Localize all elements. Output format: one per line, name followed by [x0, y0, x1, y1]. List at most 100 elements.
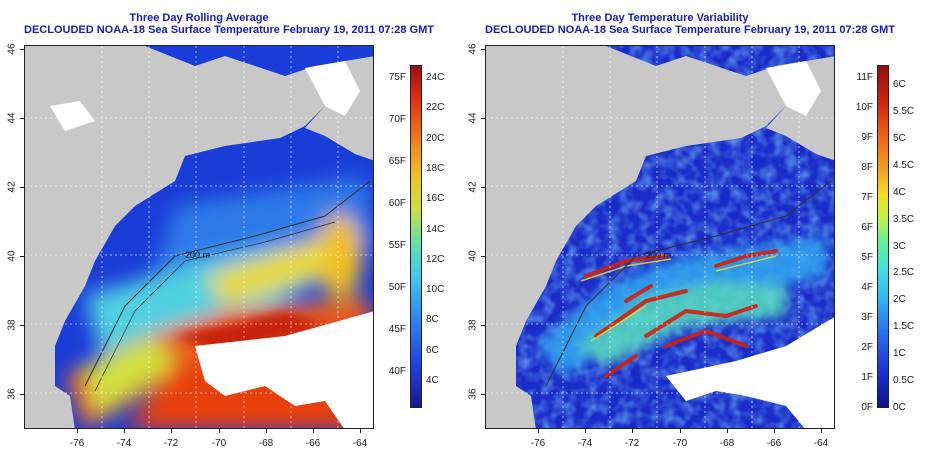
right-colorbar-f-label: 2F: [861, 342, 873, 353]
lat-tick-label: 36: [6, 388, 18, 400]
right-land-mainland: [486, 46, 786, 428]
tick-mark: [680, 429, 681, 433]
lon-tick-label: -72: [163, 438, 179, 449]
lon-tick-label: -70: [211, 438, 227, 449]
tick-mark: [821, 429, 822, 433]
left-colorbar-c-label: 8C: [426, 314, 439, 326]
left-colorbar-f-label: 70F: [388, 114, 406, 125]
lat-tick-label: 42: [467, 181, 479, 193]
tick-mark: [219, 429, 220, 433]
left-colorbar-c-label: 10C: [426, 284, 445, 296]
left-title-line2: DECLOUDED NOAA-18 Sea Surface Temperatur…: [24, 24, 435, 36]
right-colorbar-f-label: 5F: [861, 252, 873, 263]
tick-mark: [481, 325, 485, 326]
right-colorbar-c-label: 0.5C: [893, 375, 915, 387]
right-map-svg: 200 m: [486, 46, 834, 428]
lat-tick-label: 38: [467, 319, 479, 331]
right-colorbar-c-label: 5.5C: [893, 105, 915, 117]
right-colorbar-c-label: 2C: [893, 294, 906, 306]
left-cloud-patch: [195, 311, 373, 428]
tick-mark: [481, 118, 485, 119]
tick-mark: [481, 256, 485, 257]
tick-mark: [774, 429, 775, 433]
tick-mark: [727, 429, 728, 433]
lon-tick-label: -66: [766, 438, 782, 449]
lat-tick-label: 40: [6, 250, 18, 262]
left-colorbar-c-label: 12C: [426, 253, 445, 265]
left-map-svg: 200 m: [25, 46, 373, 428]
right-200m-contour: [545, 180, 832, 387]
right-colorbar-f-label: 8F: [861, 162, 873, 173]
lon-tick-label: -76: [530, 438, 546, 449]
left-title-line1: Three Day Rolling Average: [129, 12, 269, 24]
tick-mark: [538, 429, 539, 433]
left-colorbar-f-label: 65F: [388, 156, 406, 167]
lat-tick-label: 44: [6, 112, 18, 124]
tick-mark: [20, 325, 24, 326]
tick-mark: [20, 256, 24, 257]
lon-tick-label: -64: [352, 438, 368, 449]
tick-mark: [124, 429, 125, 433]
right-colorbar-c-label: 3.5C: [893, 213, 915, 225]
right-colorbar-f-label: 3F: [861, 312, 873, 323]
right-title-line2: DECLOUDED NOAA-18 Sea Surface Temperatur…: [485, 24, 896, 36]
left-colorbar: [410, 65, 422, 408]
left-colorbar-c-label: 14C: [426, 223, 445, 235]
lon-tick-label: -68: [719, 438, 735, 449]
right-title-line1: Three Day Temperature Variability: [571, 12, 749, 24]
tick-mark: [20, 118, 24, 119]
left-colorbar-f-label: 75F: [388, 72, 406, 83]
right-colorbar-f-label: 9F: [861, 132, 873, 143]
left-colorbar-c-label: 22C: [426, 102, 445, 114]
lat-tick-label: 36: [467, 388, 479, 400]
lon-tick-label: -72: [624, 438, 640, 449]
right-colorbar-c-label: 5C: [893, 132, 906, 144]
left-contour-label: 200 m: [185, 250, 210, 260]
right-colorbar-f-label: 11F: [856, 72, 874, 83]
right-colorbar-c-label: 4C: [893, 186, 906, 198]
left-colorbar-c-label: 4C: [426, 375, 439, 386]
left-colorbar-f-label: 60F: [388, 198, 406, 209]
lon-tick-label: -76: [69, 438, 85, 449]
tick-mark: [20, 49, 24, 50]
lat-tick-label: 42: [6, 181, 18, 193]
right-variability-map[interactable]: 200 m: [485, 45, 835, 429]
left-land-mainland: [25, 46, 325, 428]
lat-tick-label: 46: [467, 43, 479, 55]
lon-tick-label: -74: [577, 438, 593, 449]
lat-tick-label: 38: [6, 319, 18, 331]
right-colorbar-f-label: 10F: [855, 102, 873, 113]
right-colorbar-f-label: 1F: [861, 372, 873, 383]
tick-mark: [77, 429, 78, 433]
right-colorbar-c-label: 1.5C: [893, 321, 915, 333]
lon-tick-label: -66: [305, 438, 321, 449]
lon-tick-label: -70: [672, 438, 688, 449]
left-200m-contour: [84, 180, 371, 387]
tick-mark: [585, 429, 586, 433]
right-colorbar-c-label: 1C: [893, 348, 906, 360]
lat-tick-label: 40: [467, 250, 479, 262]
tick-mark: [20, 394, 24, 395]
right-colorbar: [877, 65, 889, 408]
left-colorbar-c-label: 24C: [426, 72, 445, 83]
left-colorbar-f-label: 40F: [388, 366, 406, 377]
right-cloud-patch: [666, 317, 834, 428]
right-colorbar-f-label: 0F: [861, 402, 873, 413]
right-colorbar-c-label: 2.5C: [893, 267, 915, 279]
tick-mark: [481, 49, 485, 50]
right-colorbar-c-label: 6C: [893, 79, 906, 90]
tick-mark: [313, 429, 314, 433]
right-colorbar-f-label: 4F: [861, 282, 873, 293]
tick-mark: [481, 394, 485, 395]
right-colorbar-c-label: 4.5C: [893, 159, 915, 171]
right-colorbar-f-label: 6F: [861, 222, 873, 233]
lon-tick-label: -74: [116, 438, 132, 449]
tick-mark: [266, 429, 267, 433]
tick-mark: [20, 187, 24, 188]
left-colorbar-c-label: 20C: [426, 132, 445, 144]
lat-tick-label: 44: [467, 112, 479, 124]
right-colorbar-c-label: 0C: [893, 402, 906, 413]
left-colorbar-f-label: 55F: [388, 240, 406, 251]
tick-mark: [632, 429, 633, 433]
left-sst-map[interactable]: 200 m: [24, 45, 374, 429]
